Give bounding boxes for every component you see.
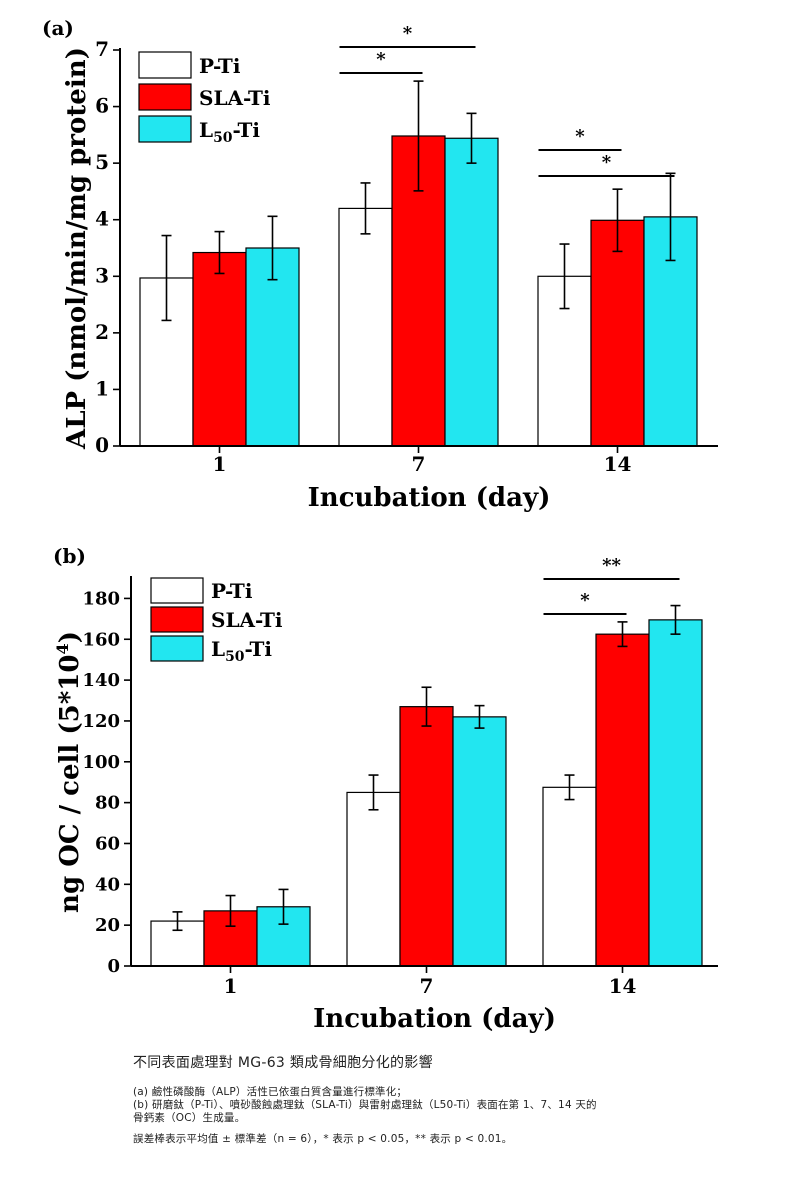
- caption-title: 不同表面處理對 MG-63 類成骨細胞分化的影響: [133, 1055, 433, 1071]
- bar-l50-ti-day-1: [245, 247, 300, 447]
- bar-l50-ti-day-7: [452, 716, 507, 967]
- y-tick-label: 0: [107, 956, 120, 977]
- chart-b: (b) 0 20 40 60 80 100 120 140 160 180 1 7 14 Incubatio…: [53, 544, 718, 1034]
- legend-label-main: P-Ti: [211, 579, 253, 603]
- significance-label: *: [575, 126, 585, 147]
- x-tick-label: 1: [224, 974, 238, 998]
- significance-label: **: [602, 555, 621, 576]
- legend-label-tail: -Ti: [245, 637, 273, 661]
- significance-label: *: [376, 49, 386, 70]
- significance-label: *: [403, 23, 413, 44]
- bar-p-ti-day-14: [542, 786, 597, 967]
- legend-swatch: [150, 606, 204, 633]
- y-tick-label: 120: [82, 711, 120, 732]
- x-tick-label: 1: [213, 452, 227, 476]
- x-tick-label: 7: [420, 974, 434, 998]
- legend-swatch: [138, 51, 192, 79]
- significance-label: *: [602, 152, 612, 173]
- bar-p-ti-day-7: [346, 791, 401, 967]
- legend-label: P-Ti: [211, 579, 253, 603]
- x-tick-label: 14: [604, 452, 632, 476]
- bar-l50-ti-day-7: [444, 137, 499, 447]
- legend-label-main: SLA-Ti: [211, 608, 283, 632]
- y-tick-label: 7: [95, 37, 109, 61]
- legend-swatch: [138, 115, 192, 143]
- y-tick-label: 180: [82, 588, 120, 609]
- bar-sla-ti-day-14: [595, 633, 650, 967]
- y-tick-label: 4: [95, 207, 109, 231]
- bar-l50-ti-day-14: [648, 619, 703, 967]
- caption-line-b1: (b) 研磨鈦（P-Ti）、噴砂酸蝕處理鈦（SLA-Ti）與雷射處理鈦（L50-…: [133, 1099, 597, 1111]
- y-tick-label: 1: [95, 376, 109, 400]
- legend-label-main: L: [199, 118, 213, 142]
- y-tick-label: 40: [95, 874, 120, 895]
- y-axis-label: ng OC / cell (5*104): [53, 631, 85, 913]
- legend-label: P-Ti: [199, 54, 241, 78]
- legend-label: SLA-Ti: [199, 86, 271, 110]
- x-axis-label: Incubation (day): [313, 1004, 556, 1034]
- bar-p-ti-day-7: [338, 207, 393, 447]
- y-tick-label: 60: [95, 833, 120, 854]
- y-axis-label-main: ng OC / cell (5*10: [55, 655, 85, 913]
- y-tick-label: 20: [95, 915, 120, 936]
- caption-line-a: (a) 鹼性磷酸酶（ALP）活性已依蛋白質含量進行標準化；: [133, 1086, 408, 1098]
- y-tick-label: 6: [95, 94, 109, 118]
- caption-line-b2: 骨鈣素（OC）生成量。: [133, 1112, 246, 1124]
- y-axis-label: ALP (nmol/min/mg protein): [62, 47, 92, 450]
- legend-label-main: SLA-Ti: [199, 86, 271, 110]
- legend-label-main: P-Ti: [199, 54, 241, 78]
- y-tick-label: 2: [95, 320, 109, 344]
- legend-swatch: [138, 83, 192, 111]
- legend-swatch: [150, 577, 204, 604]
- x-axis-label: Incubation (day): [308, 483, 551, 513]
- y-tick-label: 0: [95, 433, 109, 457]
- y-axis-label-sup: 4: [53, 643, 72, 654]
- bar-sla-ti-day-14: [590, 219, 645, 447]
- y-tick-label: 3: [95, 263, 109, 287]
- y-axis-label-tail: ): [55, 631, 85, 643]
- legend-label: L50-Ti: [199, 118, 260, 146]
- panel-label: (a): [42, 16, 74, 40]
- significance-label: *: [580, 590, 590, 611]
- chart-a: (a) 0 1 2 3 4 5 6 7 1 7 14 Incubation (day) ALP (nmol…: [42, 16, 718, 513]
- caption-note: 誤差棒表示平均值 ± 標準差（n = 6），* 表示 p < 0.05，** 表…: [133, 1133, 513, 1145]
- bar-sla-ti-day-7: [399, 706, 454, 967]
- y-tick-label: 80: [95, 793, 120, 814]
- legend-label-main: L: [211, 637, 225, 661]
- x-tick-label: 7: [412, 452, 426, 476]
- bar-sla-ti-day-1: [192, 251, 247, 447]
- figure-caption: 不同表面處理對 MG-63 類成骨細胞分化的影響 (a) 鹼性磷酸酶（ALP）活…: [133, 1052, 773, 1146]
- legend-label-sub: 50: [213, 130, 233, 146]
- legend-label: SLA-Ti: [211, 608, 283, 632]
- legend-label: L50-Ti: [211, 637, 272, 665]
- legend-label-tail: -Ti: [233, 118, 261, 142]
- x-tick-label: 14: [609, 974, 637, 998]
- y-tick-label: 100: [82, 752, 120, 773]
- legend-swatch: [150, 635, 204, 662]
- legend-label-sub: 50: [225, 649, 245, 665]
- y-tick-label: 160: [82, 629, 120, 650]
- y-tick-label: 5: [95, 150, 109, 174]
- panel-label: (b): [53, 544, 86, 568]
- y-tick-label: 140: [82, 670, 120, 691]
